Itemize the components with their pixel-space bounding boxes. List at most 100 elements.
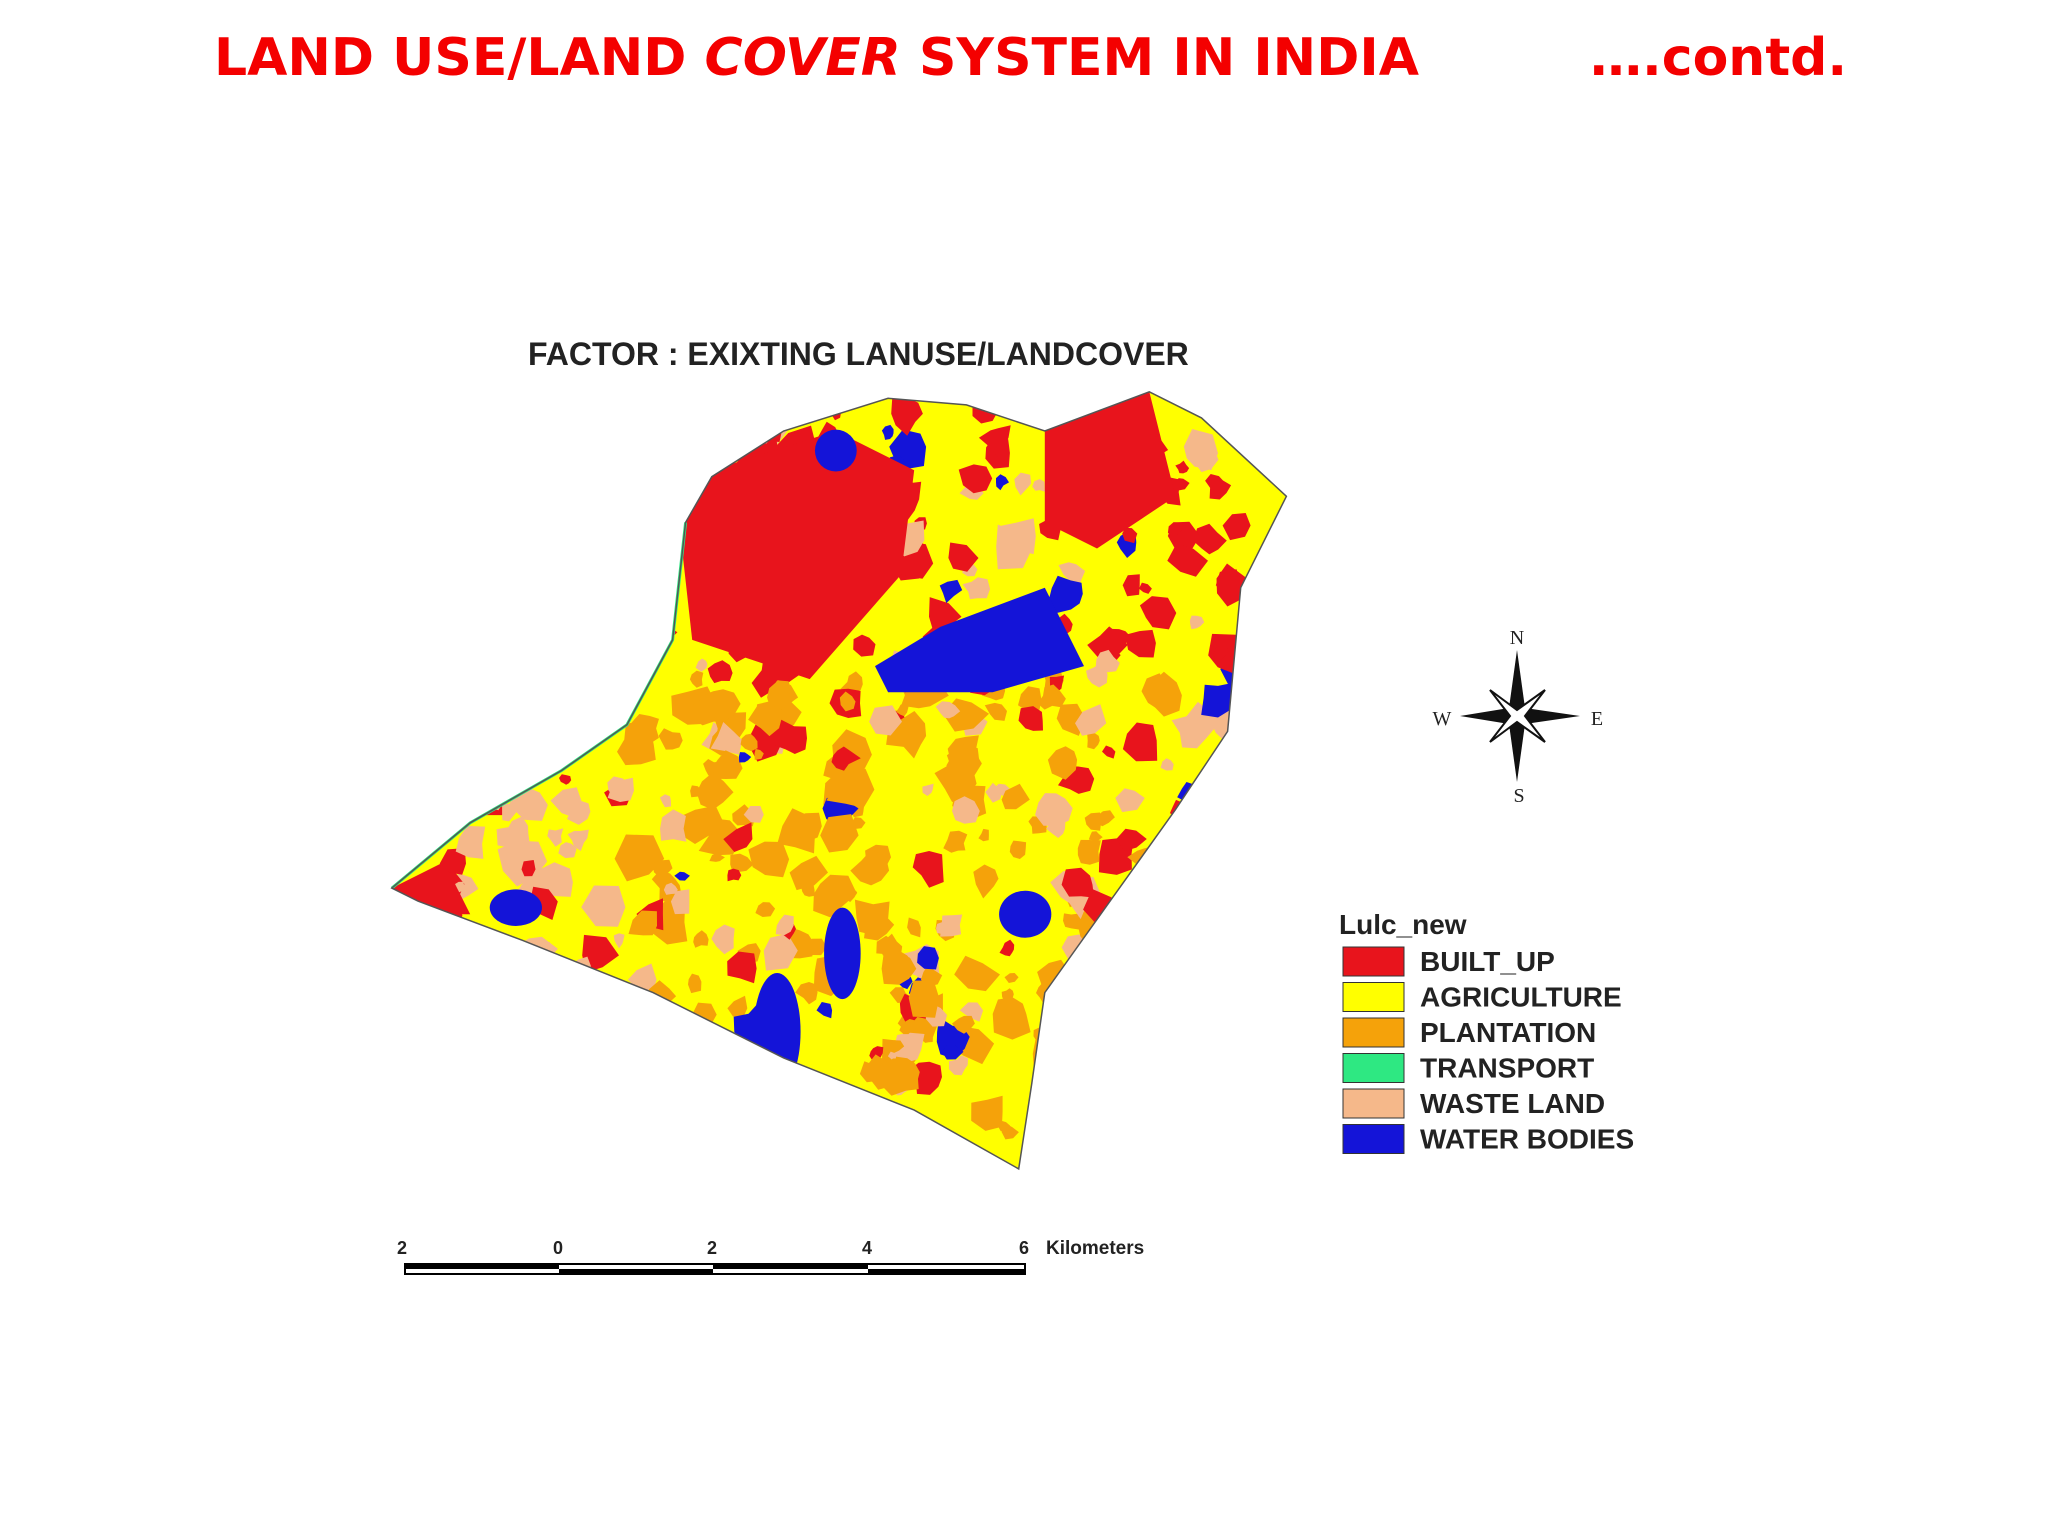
land-patch <box>447 608 466 627</box>
land-patch <box>548 1100 563 1114</box>
land-patch <box>1258 1056 1275 1076</box>
land-patch <box>727 951 757 984</box>
land-patch <box>558 842 577 859</box>
scale-label: 2 <box>707 1238 717 1258</box>
land-patch <box>941 1044 964 1060</box>
land-patch <box>1140 1006 1158 1028</box>
land-patch <box>952 796 980 824</box>
land-patch <box>1118 984 1167 1029</box>
land-patch <box>628 910 657 936</box>
land-patch <box>899 1019 917 1035</box>
land-patch <box>573 613 593 634</box>
land-patch <box>428 1092 454 1118</box>
land-patch <box>1205 474 1232 500</box>
land-patch <box>777 1078 802 1096</box>
land-patch <box>512 472 541 504</box>
land-patch <box>537 969 566 996</box>
land-patch <box>997 1120 1011 1132</box>
land-patch <box>1254 894 1287 932</box>
land-patch <box>878 1111 895 1133</box>
land-patch <box>395 706 440 754</box>
land-patch <box>1250 1000 1283 1041</box>
land-patch <box>1102 745 1116 759</box>
land-patch <box>786 1112 822 1151</box>
land-patch <box>1170 874 1209 911</box>
land-patch <box>1166 1039 1178 1051</box>
land-patch <box>1275 1055 1287 1080</box>
land-patch <box>752 1082 781 1109</box>
land-patch <box>1104 1127 1118 1144</box>
land-patch <box>1152 1001 1186 1034</box>
land-patch <box>886 1113 930 1148</box>
land-patch <box>1202 1084 1221 1103</box>
land-patch <box>440 514 455 531</box>
land-patch <box>563 484 596 517</box>
land-patch <box>1269 1146 1287 1164</box>
land-patch <box>998 518 1036 555</box>
land-patch <box>1202 1054 1221 1073</box>
land-patch <box>606 464 645 506</box>
land-patch <box>455 660 477 681</box>
map-title: FACTOR : EXIXTING LANUSE/LANDCOVER <box>528 336 1189 372</box>
land-patch <box>475 488 512 535</box>
land-patch <box>845 1104 872 1129</box>
land-patch <box>1001 783 1030 810</box>
land-patch <box>1069 1126 1102 1158</box>
land-patch <box>574 725 589 740</box>
land-patch <box>1118 944 1140 967</box>
legend-label: PLANTATION <box>1420 1017 1596 1048</box>
land-patch <box>462 1072 500 1110</box>
land-patch <box>773 719 807 754</box>
land-patch <box>542 1111 584 1152</box>
land-patch <box>1212 1124 1227 1144</box>
land-patch <box>1273 1155 1287 1169</box>
land-patch <box>1130 872 1167 908</box>
land-patch <box>391 686 406 708</box>
land-patch <box>727 995 748 1018</box>
land-patch <box>1004 973 1019 983</box>
land-patch <box>398 622 420 641</box>
compass-arm <box>1517 708 1580 724</box>
land-patch <box>417 611 459 652</box>
land-patch <box>825 391 859 411</box>
land-patch <box>497 952 512 973</box>
land-patch <box>419 418 456 457</box>
land-patch <box>1029 1138 1067 1168</box>
legend-label: BUILT_UP <box>1420 946 1555 977</box>
land-patch <box>1139 596 1177 630</box>
land-patch <box>517 942 551 970</box>
land-patch <box>1192 1055 1225 1082</box>
land-patch <box>1262 638 1284 663</box>
land-patch <box>497 840 548 887</box>
land-patch <box>1198 985 1242 1019</box>
land-patch <box>512 1070 534 1089</box>
land-patch <box>1201 682 1234 718</box>
land-patch <box>570 650 607 684</box>
land-patch <box>755 902 776 917</box>
land-patch <box>1285 612 1287 625</box>
compass-diag <box>1489 689 1546 743</box>
land-patch <box>630 1032 669 1072</box>
scale-unit: Kilometers <box>1046 1238 1144 1259</box>
land-patch <box>604 442 622 459</box>
land-patch <box>1236 696 1248 708</box>
land-patch <box>689 670 704 688</box>
land-patch <box>639 1000 657 1019</box>
land-patch <box>445 465 478 502</box>
land-patch <box>1270 1065 1287 1102</box>
land-patch <box>457 479 475 500</box>
land-patch <box>748 841 790 878</box>
land-patch <box>839 691 856 712</box>
land-patch <box>1150 952 1186 988</box>
land-patch <box>391 941 419 986</box>
land-patch <box>921 1031 933 1043</box>
land-patch <box>609 561 628 577</box>
land-patch <box>1046 817 1066 838</box>
legend-label: TRANSPORT <box>1420 1053 1594 1084</box>
land-patch <box>886 1104 909 1126</box>
land-patch <box>415 485 432 502</box>
land-patch <box>800 835 813 850</box>
land-patch <box>971 1095 1003 1131</box>
land-patch <box>1222 513 1251 541</box>
land-patch <box>502 1143 511 1155</box>
